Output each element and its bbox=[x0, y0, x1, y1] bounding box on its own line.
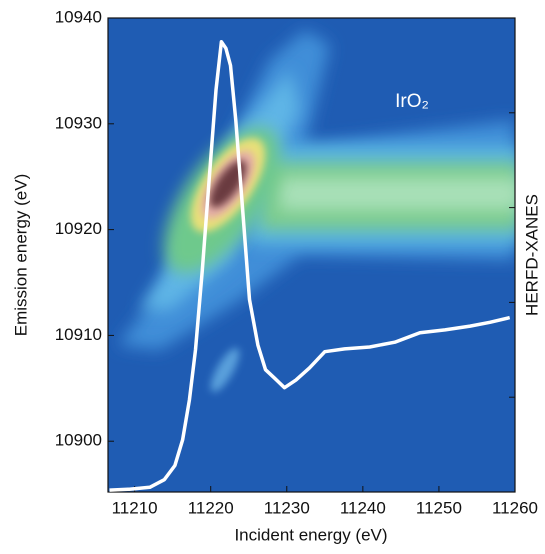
y-tick-label: 10930 bbox=[55, 113, 102, 132]
x-axis-label: Incident energy (eV) bbox=[234, 525, 387, 544]
y-tick-label: 10920 bbox=[55, 219, 102, 238]
map-band-center bbox=[280, 178, 515, 210]
rixs-map bbox=[108, 18, 515, 492]
x-tick-label: 11260 bbox=[492, 498, 538, 517]
x-tick-label: 11230 bbox=[264, 498, 310, 517]
x-tick-label: 11240 bbox=[340, 498, 386, 517]
x-tick-label: 11220 bbox=[188, 498, 234, 517]
x-tick-label: 11210 bbox=[112, 498, 158, 517]
x-tick-label: 11250 bbox=[416, 498, 462, 517]
annotation: IrO₂ bbox=[395, 91, 429, 112]
y-axis-label: Emission energy (eV) bbox=[11, 174, 30, 337]
plot-frame bbox=[107, 17, 516, 493]
xanes-line bbox=[109, 39, 511, 492]
map-core bbox=[209, 160, 247, 208]
y2-axis-label: HERFD-XANES bbox=[522, 194, 541, 316]
y-tick-label: 10910 bbox=[55, 325, 102, 344]
y-tick-label: 10900 bbox=[55, 431, 102, 450]
map-lower bbox=[210, 347, 240, 393]
y-tick-label: 10940 bbox=[55, 7, 102, 26]
